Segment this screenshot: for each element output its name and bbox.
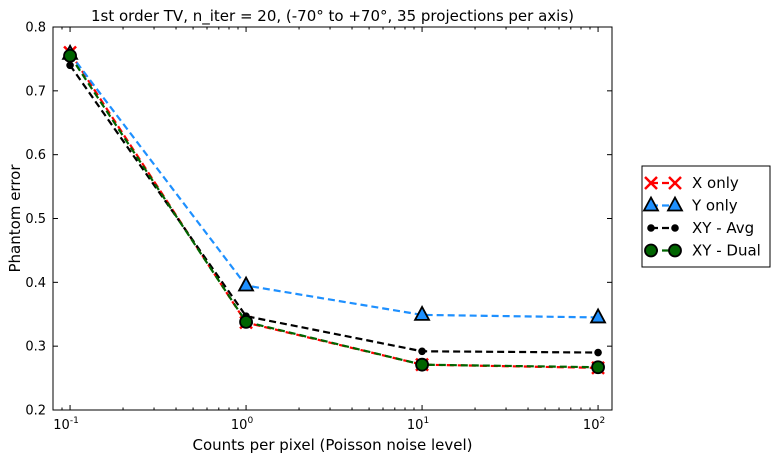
legend-marker [668, 176, 682, 190]
legend-item: XY - Dual [644, 242, 761, 260]
x-tick-label: 101 [407, 416, 429, 433]
legend-marker [671, 224, 679, 232]
y-tick-label: 0.5 [25, 212, 46, 227]
legend-marker [644, 176, 658, 190]
legend-marker [647, 224, 655, 232]
data-point [594, 348, 602, 357]
y-tick-label: 0.4 [25, 276, 46, 291]
y-tick-label: 0.2 [25, 404, 46, 419]
legend: X only Y only XY - Avg XY - Dual [641, 165, 771, 268]
series-line [69, 53, 599, 319]
x-tick-label: 10-1 [53, 416, 79, 433]
y-axis-title: Phantom error [6, 164, 24, 273]
x-tick-label: 102 [583, 416, 605, 433]
data-point [413, 304, 431, 321]
legend-marker [666, 195, 684, 212]
plot-frame [52, 26, 613, 411]
y-tick-label: 0.6 [25, 148, 46, 163]
series-line [69, 55, 599, 369]
y-tick-label: 0.7 [25, 84, 46, 99]
data-point [66, 61, 74, 70]
series-y-only [61, 43, 607, 324]
legend-label: X only [692, 174, 739, 192]
data-point [63, 48, 77, 63]
y-tick-label: 0.8 [25, 21, 46, 36]
legend-item: XY - Avg [647, 219, 754, 237]
x-tick-label: 100 [231, 416, 254, 433]
series-line [69, 64, 599, 354]
data-point [239, 315, 253, 329]
data-point [589, 307, 607, 324]
legend-marker [644, 243, 658, 258]
legend-marker [668, 243, 682, 258]
series-line [69, 51, 599, 369]
series-xy-dual [63, 48, 605, 375]
data-point [415, 357, 429, 372]
y-tick-label: 0.3 [25, 340, 46, 355]
legend-label: XY - Avg [692, 219, 754, 237]
legend-item: X only [644, 174, 739, 192]
legend-label: Y only [691, 197, 738, 215]
series-x-only [63, 45, 605, 375]
legend-marker [642, 195, 660, 212]
data-point [237, 275, 255, 292]
x-axis-title: Counts per pixel (Poisson noise level) [192, 436, 472, 454]
data-point [591, 360, 605, 375]
legend-item: Y only [642, 195, 738, 215]
data-point [418, 347, 426, 356]
legend-label: XY - Dual [692, 242, 761, 260]
series-xy-avg [66, 61, 602, 357]
chart-title: 1st order TV, n_iter = 20, (-70° to +70°… [91, 7, 574, 26]
